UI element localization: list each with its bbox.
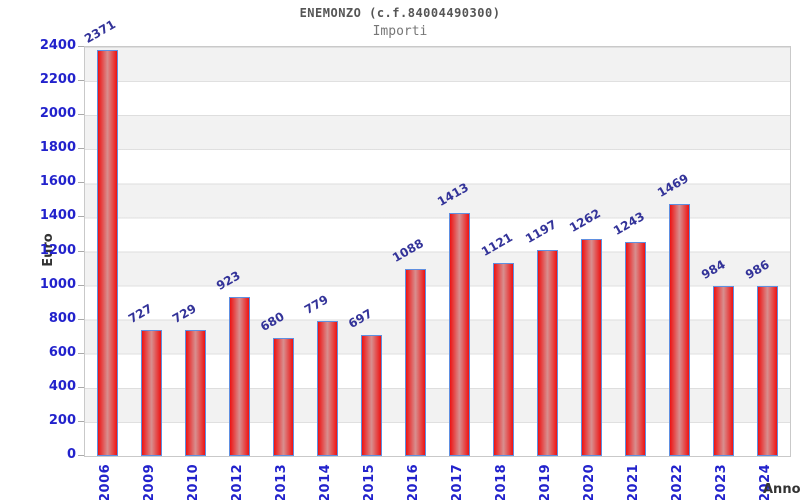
y-tick-mark [78, 386, 84, 388]
y-tick-mark [78, 46, 84, 47]
x-tick-label: 2019 [538, 463, 554, 500]
y-tick-label: 200 [48, 412, 76, 428]
bar-2021 [625, 242, 647, 456]
bar-2020 [581, 239, 603, 456]
bar-2016 [404, 269, 426, 456]
x-tick-label: 2020 [582, 463, 598, 500]
y-tick-label: 1000 [39, 276, 76, 292]
y-tick-mark [78, 318, 84, 320]
y-tick-label: 600 [48, 344, 76, 360]
plot-area [84, 46, 791, 457]
bar-2015 [360, 335, 382, 456]
y-tick-mark [78, 182, 84, 184]
y-tick-mark [78, 455, 84, 456]
bar-2018 [493, 263, 515, 456]
x-tick-label: 2018 [494, 463, 510, 500]
bar-2017 [449, 213, 471, 456]
bar-2014 [316, 321, 338, 456]
y-tick-label: 2000 [39, 106, 76, 122]
y-tick-mark [78, 216, 84, 218]
x-axis-title: Anno [763, 482, 800, 497]
bar-2022 [669, 204, 691, 456]
x-tick-label: 2022 [670, 463, 686, 500]
chart-header: ENEMONZO (c.f.84004490300) Importi [0, 6, 800, 39]
bar-2009 [140, 330, 162, 456]
y-tick-mark [78, 284, 84, 286]
y-tick-label: 2200 [39, 72, 76, 88]
y-tick-label: 0 [66, 447, 76, 462]
bar-2013 [272, 338, 294, 456]
x-tick-label: 2010 [185, 463, 201, 500]
y-tick-label: 1800 [39, 140, 76, 156]
y-tick-mark [78, 352, 84, 354]
x-tick-label: 2006 [97, 463, 113, 500]
y-tick-label: 1200 [39, 242, 76, 258]
x-tick-label: 2014 [317, 463, 333, 500]
chart-title: ENEMONZO (c.f.84004490300) [299, 6, 501, 20]
y-tick-mark [78, 80, 84, 82]
x-tick-label: 2015 [361, 463, 377, 500]
x-tick-label: 2016 [405, 463, 421, 500]
bar-2024 [757, 286, 779, 456]
bar-2006 [96, 50, 118, 456]
x-tick-label: 2012 [229, 463, 245, 500]
bar-2012 [228, 297, 250, 456]
y-tick-label: 1400 [39, 208, 76, 224]
chart-subtitle: Importi [372, 24, 428, 39]
x-tick-label: 2021 [626, 463, 642, 500]
x-tick-label: 2013 [273, 463, 289, 500]
y-tick-label: 2400 [39, 38, 76, 53]
bar-2019 [537, 250, 559, 456]
y-tick-label: 400 [48, 378, 76, 394]
bar-2010 [184, 330, 206, 456]
x-tick-label: 2023 [714, 463, 730, 500]
bar-2023 [713, 286, 735, 456]
y-tick-mark [78, 250, 84, 252]
x-tick-label: 2009 [141, 463, 157, 500]
y-tick-mark [78, 148, 84, 150]
y-tick-label: 800 [48, 310, 76, 326]
y-tick-mark [78, 114, 84, 116]
x-tick-label: 2017 [450, 463, 466, 500]
y-tick-label: 1600 [39, 174, 76, 190]
y-tick-mark [78, 420, 84, 422]
